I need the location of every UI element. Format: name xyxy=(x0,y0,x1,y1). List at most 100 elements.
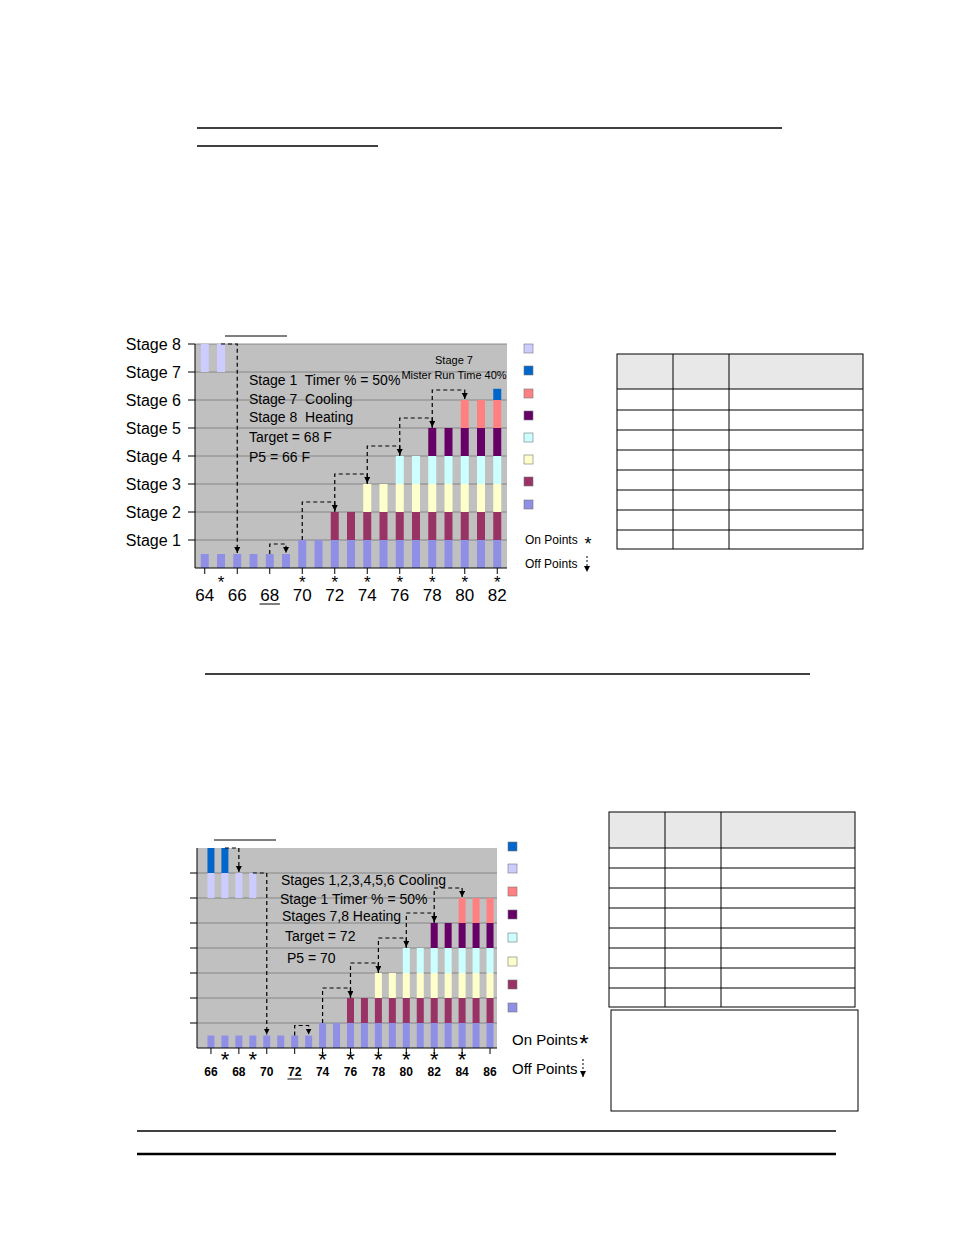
bar xyxy=(319,1023,326,1048)
bar xyxy=(291,948,298,949)
bar xyxy=(445,540,453,568)
off-point-connector xyxy=(221,344,237,553)
table-frame xyxy=(617,354,863,549)
table-row-line xyxy=(609,908,855,909)
x-tick-label: 70 xyxy=(260,1065,274,1079)
bar xyxy=(217,400,225,401)
bar xyxy=(477,428,485,456)
off-point-connector xyxy=(434,888,462,923)
bar xyxy=(266,512,274,513)
off-point-connector xyxy=(400,418,433,456)
legend-swatch xyxy=(524,455,533,464)
bar xyxy=(477,456,485,484)
y-tick xyxy=(190,873,197,874)
on-point: * xyxy=(374,1047,383,1072)
target-underline xyxy=(287,1079,301,1080)
bar xyxy=(315,540,323,568)
bar xyxy=(445,923,452,924)
bar xyxy=(431,973,438,998)
legend-label: On Points xyxy=(512,1031,578,1048)
legend-swatch xyxy=(508,957,517,966)
bar xyxy=(207,1036,214,1049)
legend-symbol: * xyxy=(579,1030,588,1057)
bar xyxy=(221,923,228,924)
x-tick xyxy=(210,1048,211,1054)
legend-swatch xyxy=(524,366,533,375)
y-tick xyxy=(190,998,197,999)
bar xyxy=(361,1023,368,1048)
y-tick xyxy=(188,512,195,513)
on-point: * xyxy=(299,573,306,592)
bar xyxy=(201,344,209,372)
x-tick-label: 66 xyxy=(204,1065,218,1079)
legend-swatch xyxy=(508,933,517,942)
bar xyxy=(217,540,225,541)
bar xyxy=(217,344,225,372)
bar xyxy=(417,948,424,949)
table-col-line xyxy=(721,812,722,1007)
bar xyxy=(291,973,298,974)
bar xyxy=(412,456,420,484)
bar xyxy=(201,540,209,541)
bar xyxy=(363,484,371,512)
bar xyxy=(217,554,225,568)
bar xyxy=(298,484,306,485)
bar xyxy=(221,1023,228,1024)
bar xyxy=(266,484,274,485)
bar xyxy=(389,1023,396,1048)
bar xyxy=(291,1036,298,1049)
bar xyxy=(380,484,388,485)
bar xyxy=(493,456,501,484)
table-row-line xyxy=(609,888,855,889)
bar xyxy=(250,512,258,513)
x-tick xyxy=(294,1048,295,1054)
on-point: * xyxy=(346,1047,355,1072)
bar xyxy=(235,998,242,999)
chart: Stage 1Stage 2Stage 3Stage 4Stage 5Stage… xyxy=(126,336,863,605)
legend-label: On Points xyxy=(525,533,578,547)
bar xyxy=(347,428,355,429)
bar xyxy=(473,923,480,948)
y-tick-label: Stage 1 xyxy=(126,532,181,549)
bar xyxy=(207,848,214,873)
bar xyxy=(347,540,355,568)
legend-swatch xyxy=(508,980,517,989)
x-tick xyxy=(490,1048,491,1054)
table-row-line xyxy=(617,490,863,491)
bar xyxy=(412,540,420,568)
legend-swatch xyxy=(524,433,533,442)
bar xyxy=(331,540,339,568)
y-tick-label: Stage 4 xyxy=(126,448,181,465)
bar xyxy=(235,873,242,898)
bar xyxy=(347,484,355,485)
y-axis xyxy=(195,344,196,568)
annotation: Stage 7 Cooling xyxy=(249,391,353,407)
off-point-connector xyxy=(335,474,368,512)
bar xyxy=(380,512,388,540)
bar xyxy=(375,973,382,998)
bar xyxy=(428,456,436,484)
legend-label: Off Points xyxy=(512,1060,578,1077)
annotation: Stages 1,2,3,4,5,6 Cooling xyxy=(281,872,446,888)
table-row-line xyxy=(609,928,855,929)
annotation: Stage 8 Heating xyxy=(249,409,353,425)
annotation: Stage 1 Timer % = 50% xyxy=(249,372,400,388)
bar xyxy=(417,948,424,973)
table-row-line xyxy=(617,430,863,431)
bar xyxy=(361,948,368,949)
bar xyxy=(487,998,494,1023)
rule xyxy=(197,145,378,147)
bar xyxy=(487,873,494,874)
bar xyxy=(333,973,340,974)
x-tick xyxy=(238,1048,239,1054)
x-tick-label: 66 xyxy=(228,586,247,605)
on-point: * xyxy=(461,573,468,592)
bar xyxy=(207,973,214,974)
y-tick xyxy=(188,540,195,541)
bar xyxy=(305,1023,312,1024)
bar xyxy=(473,948,480,973)
legend-swatch xyxy=(508,1003,517,1012)
bar xyxy=(221,998,228,999)
on-point: * xyxy=(364,573,371,592)
bar xyxy=(473,1023,480,1048)
